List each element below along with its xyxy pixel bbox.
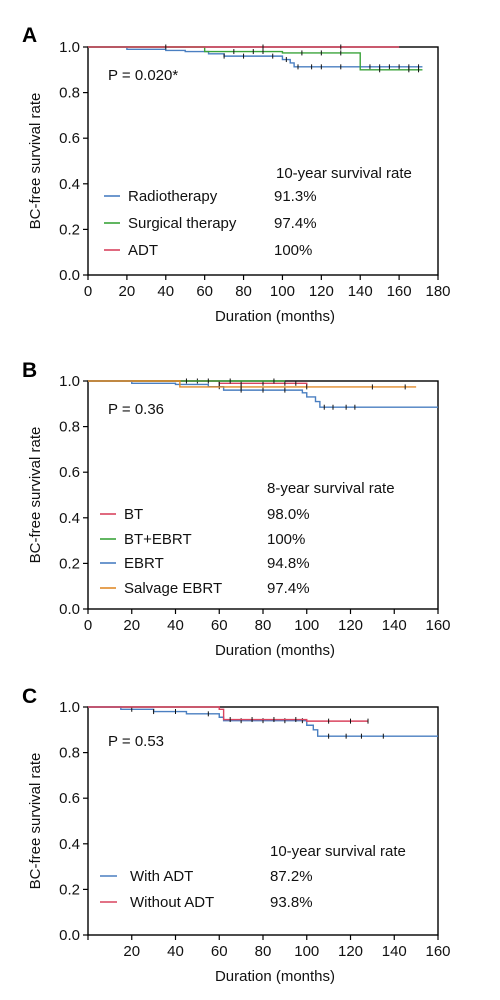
y-tick-label: 0.8 bbox=[59, 745, 80, 762]
x-tick-label: 20 bbox=[123, 617, 140, 634]
p-value: P = 0.020* bbox=[108, 67, 178, 84]
legend-rate: 87.2% bbox=[270, 868, 313, 885]
legend-rate: 97.4% bbox=[267, 580, 310, 597]
panel-label: B bbox=[22, 359, 37, 382]
y-tick-label: 1.0 bbox=[59, 373, 80, 390]
x-tick-label: 20 bbox=[123, 943, 140, 960]
x-tick-label: 80 bbox=[255, 943, 272, 960]
survival-curve-4 bbox=[88, 380, 417, 388]
y-tick-label: 0.2 bbox=[59, 881, 80, 898]
x-tick-label: 160 bbox=[387, 283, 412, 300]
y-axis-title: BC-free survival rate bbox=[27, 93, 44, 230]
x-tick-label: 20 bbox=[119, 283, 136, 300]
legend-label: EBRT bbox=[124, 555, 164, 572]
survival-curve-2 bbox=[88, 706, 368, 722]
panel-label: C bbox=[22, 685, 37, 708]
x-tick-label: 140 bbox=[348, 283, 373, 300]
y-axis-title: BC-free survival rate bbox=[27, 427, 44, 564]
legend-rate: 100% bbox=[267, 531, 305, 548]
x-tick-label: 120 bbox=[309, 283, 334, 300]
legend-rate: 91.3% bbox=[274, 188, 317, 205]
y-tick-label: 0.8 bbox=[59, 85, 80, 102]
y-tick-label: 0.6 bbox=[59, 790, 80, 807]
legend-header: 8-year survival rate bbox=[267, 480, 395, 497]
x-axis-title: Duration (months) bbox=[215, 308, 335, 325]
x-tick-label: 40 bbox=[157, 283, 174, 300]
legend-rate: 97.4% bbox=[274, 215, 317, 232]
x-tick-label: 80 bbox=[235, 283, 252, 300]
legend-rate: 98.0% bbox=[267, 506, 310, 523]
x-tick-label: 40 bbox=[167, 943, 184, 960]
x-tick-label: 80 bbox=[255, 617, 272, 634]
x-tick-label: 60 bbox=[196, 283, 213, 300]
legend-header: 10-year survival rate bbox=[276, 165, 412, 182]
x-tick-label: 120 bbox=[338, 943, 363, 960]
y-tick-label: 1.0 bbox=[59, 39, 80, 56]
legend-label: With ADT bbox=[130, 868, 193, 885]
legend-label: Salvage EBRT bbox=[124, 580, 222, 597]
x-tick-label: 0 bbox=[84, 617, 92, 634]
legend-label: ADT bbox=[128, 242, 158, 259]
x-tick-label: 100 bbox=[294, 943, 319, 960]
y-tick-label: 0.0 bbox=[59, 927, 80, 944]
y-tick-label: 0.0 bbox=[59, 267, 80, 284]
panel-label: A bbox=[22, 24, 37, 47]
legend-label: BT bbox=[124, 506, 143, 523]
y-tick-label: 0.2 bbox=[59, 555, 80, 572]
legend-rate: 93.8% bbox=[270, 894, 313, 911]
legend-label: BT+EBRT bbox=[124, 531, 192, 548]
x-tick-label: 60 bbox=[211, 943, 228, 960]
legend-rate: 100% bbox=[274, 242, 312, 259]
x-tick-label: 120 bbox=[338, 617, 363, 634]
legend-header: 10-year survival rate bbox=[270, 843, 406, 860]
x-tick-label: 40 bbox=[167, 617, 184, 634]
x-tick-label: 160 bbox=[425, 943, 450, 960]
y-tick-label: 0.0 bbox=[59, 601, 80, 618]
survival-curve-1 bbox=[88, 46, 423, 68]
survival-curve-2 bbox=[88, 46, 423, 71]
legend-rate: 94.8% bbox=[267, 555, 310, 572]
legend-label: Surgical therapy bbox=[128, 215, 237, 232]
y-tick-label: 0.8 bbox=[59, 419, 80, 436]
y-tick-label: 1.0 bbox=[59, 699, 80, 716]
y-tick-label: 0.6 bbox=[59, 130, 80, 147]
y-axis-title: BC-free survival rate bbox=[27, 753, 44, 890]
y-tick-label: 0.4 bbox=[59, 836, 80, 853]
legend-label: Without ADT bbox=[130, 894, 214, 911]
x-axis-title: Duration (months) bbox=[215, 968, 335, 985]
p-value: P = 0.53 bbox=[108, 733, 164, 750]
x-tick-label: 100 bbox=[294, 617, 319, 634]
y-tick-label: 0.4 bbox=[59, 510, 80, 527]
y-tick-label: 0.2 bbox=[59, 221, 80, 238]
p-value: P = 0.36 bbox=[108, 401, 164, 418]
y-tick-label: 0.4 bbox=[59, 176, 80, 193]
y-tick-label: 0.6 bbox=[59, 464, 80, 481]
x-tick-label: 180 bbox=[425, 283, 450, 300]
x-tick-label: 160 bbox=[425, 617, 450, 634]
x-axis-title: Duration (months) bbox=[215, 642, 335, 659]
x-tick-label: 0 bbox=[84, 283, 92, 300]
x-tick-label: 100 bbox=[270, 283, 295, 300]
survival-curve-1 bbox=[88, 706, 438, 737]
legend-label: Radiotherapy bbox=[128, 188, 218, 205]
x-tick-label: 140 bbox=[382, 617, 407, 634]
x-tick-label: 60 bbox=[211, 617, 228, 634]
x-tick-label: 140 bbox=[382, 943, 407, 960]
